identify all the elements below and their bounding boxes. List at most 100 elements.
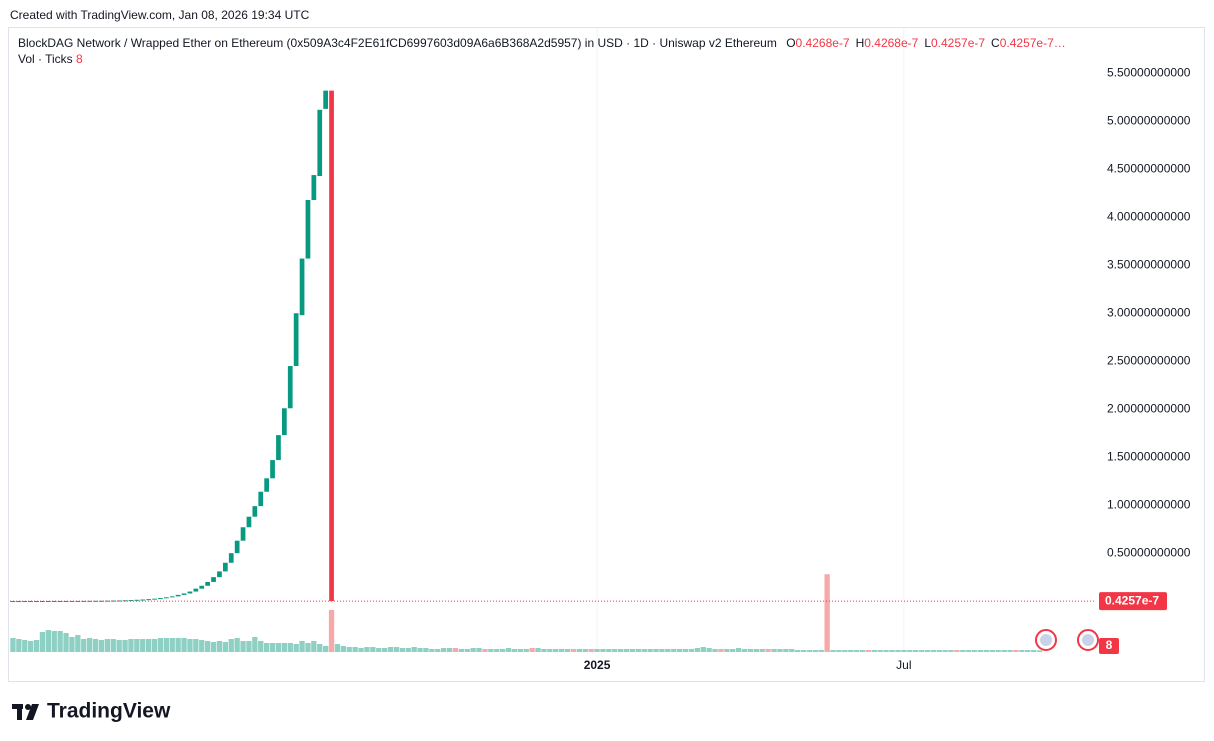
candle bbox=[93, 600, 98, 602]
volume-bar bbox=[877, 650, 883, 652]
volume-bar bbox=[617, 649, 624, 652]
candle bbox=[329, 90, 334, 602]
volume-bar bbox=[918, 650, 925, 652]
volume-bar bbox=[682, 649, 689, 652]
y-tick-label: 3.50000000000 bbox=[1107, 257, 1191, 271]
last-volume-label: 8 bbox=[1106, 638, 1113, 652]
candle bbox=[110, 600, 116, 602]
volume-bar bbox=[311, 641, 317, 652]
volume-bar bbox=[553, 649, 559, 652]
ohlc-value: 0.4257e-7… bbox=[999, 36, 1066, 50]
volume-bar bbox=[588, 649, 594, 652]
volume-bar bbox=[1019, 650, 1025, 652]
volume-bar bbox=[517, 649, 524, 652]
volume-bar bbox=[258, 641, 264, 652]
last-volume-box bbox=[1099, 638, 1119, 654]
volume-bar bbox=[216, 641, 223, 652]
volume-bar bbox=[199, 640, 205, 652]
volume-bar bbox=[1036, 650, 1043, 652]
candle bbox=[228, 553, 234, 563]
volume-bar bbox=[948, 650, 954, 652]
volume-bar bbox=[706, 648, 712, 652]
candle bbox=[122, 600, 128, 602]
volume-bar bbox=[676, 649, 683, 652]
volume-bar bbox=[57, 631, 63, 652]
ohlc-key: H bbox=[855, 36, 865, 50]
ohlc-value: 0.4268e-7 bbox=[864, 36, 919, 50]
candle bbox=[240, 527, 246, 541]
volume-bar bbox=[800, 650, 807, 652]
volume-bar bbox=[358, 648, 364, 652]
volume-bar bbox=[612, 649, 618, 652]
volume-bar bbox=[1001, 650, 1007, 652]
candle bbox=[205, 581, 211, 586]
volume-bar bbox=[181, 638, 187, 652]
volume-bar bbox=[163, 638, 170, 652]
candle bbox=[140, 599, 146, 601]
candle bbox=[69, 600, 75, 602]
candle bbox=[252, 506, 258, 517]
candle bbox=[193, 588, 199, 592]
logo-shape bbox=[17, 704, 22, 720]
volume-bar bbox=[340, 646, 347, 652]
volume-bar bbox=[86, 638, 93, 652]
volume-bar bbox=[134, 639, 140, 652]
volume-bar bbox=[564, 649, 571, 652]
ohlc: O0.4268e-7 H0.4268e-7 L0.4257e-7 C0.4257e-7… bbox=[780, 36, 1066, 50]
y-tick-label: 4.00000000000 bbox=[1107, 209, 1191, 223]
volume-bar bbox=[228, 639, 234, 652]
volume-bar bbox=[435, 649, 441, 652]
candle bbox=[222, 562, 228, 572]
volume-bar bbox=[753, 649, 759, 652]
volume-bar bbox=[458, 649, 465, 652]
volume-bar bbox=[98, 640, 105, 652]
volume-bar bbox=[140, 639, 146, 652]
panel-border bbox=[8, 27, 1205, 682]
volume-bar bbox=[240, 641, 246, 652]
y-tick-label: 1.50000000000 bbox=[1107, 449, 1191, 463]
brand: TradingView bbox=[47, 700, 171, 723]
volume-layer bbox=[10, 574, 1043, 652]
volume-bar bbox=[511, 649, 518, 652]
volume-bar bbox=[724, 649, 730, 652]
volume-bar bbox=[989, 650, 995, 652]
candle bbox=[293, 313, 299, 367]
volume-legend: Vol · Ticks 8 bbox=[18, 52, 83, 66]
volume-bar bbox=[865, 650, 872, 652]
volume-bar bbox=[75, 635, 81, 652]
volume-title: Vol · Ticks bbox=[18, 52, 73, 66]
y-tick-label: 5.50000000000 bbox=[1107, 66, 1191, 80]
candle bbox=[276, 435, 281, 461]
volume-bar bbox=[812, 650, 818, 652]
volume-bar bbox=[688, 649, 695, 652]
volume-bar bbox=[759, 649, 765, 652]
volume-bar bbox=[157, 638, 164, 652]
volume-bar bbox=[623, 649, 630, 652]
candle bbox=[246, 516, 252, 528]
volume-bar bbox=[883, 650, 889, 652]
y-tick-label: 0.50000000000 bbox=[1107, 545, 1191, 559]
volume-bar bbox=[806, 650, 813, 652]
candle bbox=[270, 460, 275, 479]
candle bbox=[281, 408, 287, 436]
volume-bar bbox=[393, 647, 400, 652]
volume-bar bbox=[995, 650, 1001, 652]
volume-bar bbox=[446, 648, 453, 652]
candle bbox=[99, 600, 104, 602]
volume-bar bbox=[576, 649, 582, 652]
volume-bar bbox=[794, 650, 801, 652]
volume-bar bbox=[222, 642, 229, 652]
volume-bar bbox=[452, 648, 459, 652]
candle bbox=[134, 599, 140, 601]
volume-last: 8 bbox=[76, 52, 83, 66]
volume-bar bbox=[824, 574, 830, 652]
volume-bar bbox=[51, 631, 57, 652]
candle bbox=[146, 599, 152, 601]
volume-bar bbox=[352, 647, 358, 652]
symbol: BlockDAG Network / Wrapped Ether on Ethe… bbox=[18, 36, 777, 50]
volume-bar bbox=[81, 639, 87, 652]
volume-bar bbox=[269, 643, 276, 652]
volume-bar bbox=[10, 638, 16, 652]
volume-bar bbox=[110, 639, 116, 652]
